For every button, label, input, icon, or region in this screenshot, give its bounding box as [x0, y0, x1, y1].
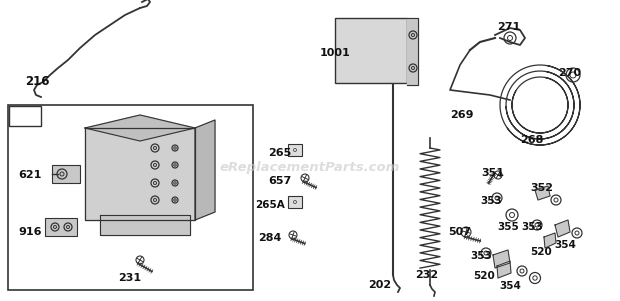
Bar — [288, 196, 302, 208]
Text: 265: 265 — [268, 148, 291, 158]
Polygon shape — [544, 233, 556, 248]
Text: 268: 268 — [520, 135, 543, 145]
Text: 352: 352 — [530, 183, 553, 193]
Text: 353: 353 — [470, 251, 492, 261]
Text: 271: 271 — [497, 22, 520, 32]
Text: 520: 520 — [530, 247, 552, 257]
Text: 231: 231 — [118, 273, 141, 283]
Text: 232: 232 — [415, 270, 438, 280]
Text: 351: 351 — [481, 168, 504, 178]
Polygon shape — [100, 215, 190, 235]
Bar — [8, 105, 253, 290]
Text: eReplacementParts.com: eReplacementParts.com — [220, 162, 400, 175]
Text: 354: 354 — [499, 281, 521, 291]
Polygon shape — [85, 115, 195, 141]
Polygon shape — [407, 18, 418, 85]
Text: 284: 284 — [258, 233, 281, 243]
Text: 265A: 265A — [255, 200, 285, 210]
Polygon shape — [497, 261, 511, 278]
Polygon shape — [195, 120, 215, 220]
Bar — [335, 18, 407, 83]
Bar — [52, 165, 80, 183]
Polygon shape — [85, 128, 195, 220]
Text: 353: 353 — [521, 222, 542, 232]
Text: 520: 520 — [473, 271, 495, 281]
Text: 216: 216 — [25, 75, 50, 88]
Text: 354: 354 — [554, 240, 576, 250]
Text: 270: 270 — [558, 68, 581, 78]
Text: 657: 657 — [268, 176, 291, 186]
Bar — [45, 218, 77, 236]
Text: 355: 355 — [497, 222, 519, 232]
Text: 353: 353 — [480, 196, 502, 206]
Polygon shape — [535, 186, 550, 200]
Text: 222: 222 — [14, 111, 37, 121]
Text: 202: 202 — [368, 280, 391, 290]
Text: 269: 269 — [450, 110, 474, 120]
Text: 916: 916 — [18, 227, 42, 237]
Bar — [288, 144, 302, 156]
Text: 507: 507 — [448, 227, 471, 237]
Text: 1001: 1001 — [320, 48, 351, 58]
Text: 621: 621 — [18, 170, 42, 180]
FancyBboxPatch shape — [9, 106, 41, 126]
Polygon shape — [555, 220, 570, 237]
Polygon shape — [493, 250, 510, 268]
